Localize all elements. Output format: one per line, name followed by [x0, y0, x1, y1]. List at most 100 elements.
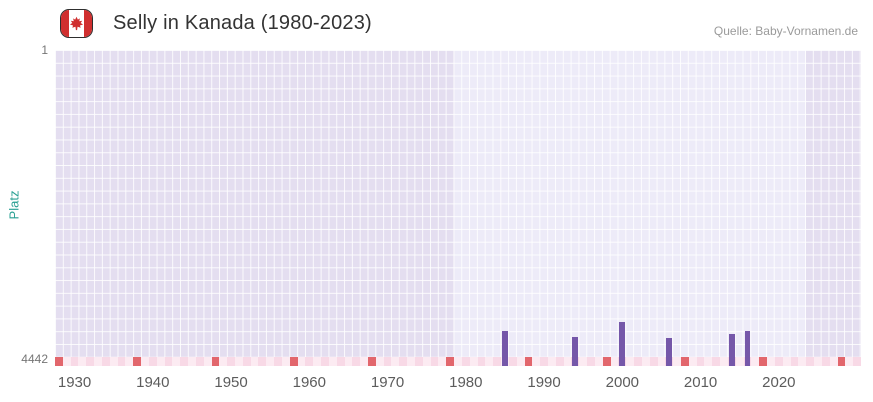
x-tick-1970: 1970 [370, 374, 405, 391]
timeline-cell [806, 357, 815, 366]
timeline-cell [180, 357, 189, 366]
timeline-cell [328, 357, 338, 366]
timeline-cell [321, 357, 330, 366]
timeline-cell [422, 357, 432, 366]
timeline-cell [352, 357, 361, 366]
timeline-cell [70, 357, 79, 366]
rank-bar-1994[interactable] [572, 337, 579, 366]
rank-bar-2006[interactable] [666, 338, 673, 366]
x-tick-1960: 1960 [292, 374, 326, 391]
timeline-cell [438, 357, 447, 366]
timeline-cell [626, 357, 635, 366]
timeline-cell [547, 357, 557, 366]
rank-bar-2016[interactable] [744, 330, 751, 366]
timeline-cell [798, 357, 807, 366]
plot-area[interactable] [55, 50, 862, 366]
timeline-cell [414, 357, 424, 366]
timeline-cell [227, 357, 236, 366]
timeline-cell [493, 357, 502, 366]
x-tick-1940: 1940 [136, 374, 170, 391]
timeline-cell [86, 357, 95, 366]
timeline-cell [234, 357, 244, 366]
timeline-cell [829, 357, 838, 366]
timeline-cell [524, 357, 533, 366]
x-tick-1930: 1930 [57, 374, 92, 391]
timeline-cell [735, 357, 745, 366]
timeline-cell [156, 357, 166, 366]
timeline-cell [508, 357, 518, 366]
timeline-cell [297, 357, 306, 366]
timeline-cell [563, 357, 572, 366]
timeline-cell [837, 357, 846, 366]
timeline-cell [109, 357, 119, 366]
chart-title: Selly in Kanada (1980-2023) [113, 12, 372, 34]
timeline-cell [720, 357, 729, 366]
timeline-cell [461, 357, 471, 366]
timeline-cell [532, 357, 541, 366]
x-tick-2020: 2020 [762, 374, 796, 391]
timeline-cell [610, 357, 619, 366]
timeline-cell [712, 357, 721, 366]
timeline-cell [430, 357, 439, 366]
timeline-cell [602, 357, 612, 366]
timeline-cell [78, 357, 87, 366]
timeline-cell [657, 357, 666, 366]
timeline-cell [203, 357, 212, 366]
timeline-cell [55, 357, 64, 366]
x-tick-1950: 1950 [214, 374, 248, 391]
timeline-cell [250, 357, 259, 366]
timeline-cell [688, 357, 698, 366]
rank-bar-1985[interactable] [501, 330, 508, 366]
timeline-cell [469, 357, 479, 366]
flag-red-band [61, 10, 69, 37]
timeline-cell [446, 357, 455, 366]
timeline-cell [673, 357, 682, 366]
timeline-cell [681, 357, 690, 366]
timeline-cell [477, 357, 486, 366]
timeline-cell [344, 357, 353, 366]
timeline-cell [485, 357, 494, 366]
timeline-cell [399, 357, 408, 366]
timeline-cell [211, 357, 220, 366]
y-axis-label: Platz [6, 190, 22, 220]
y-axis-tick-bottom: 4442 [21, 352, 48, 366]
timeline-cell [579, 357, 588, 366]
gridlines [55, 50, 861, 357]
timeline-cell [336, 357, 346, 366]
timeline-cell [696, 357, 705, 366]
timeline-cell [391, 357, 400, 366]
x-tick-2010: 2010 [683, 374, 718, 391]
timeline-cell [172, 357, 181, 366]
timeline-cell [266, 357, 275, 366]
timeline-cell [62, 357, 72, 366]
timeline-cell [704, 357, 713, 366]
timeline-cell [148, 357, 158, 366]
source-attribution: Quelle: Baby-Vornamen.de [713, 24, 858, 38]
timeline-cell [141, 357, 150, 366]
y-axis-tick-top: 1 [41, 43, 48, 57]
timeline-cell [242, 357, 252, 366]
timeline-cell [289, 357, 299, 366]
timeline-cell [634, 357, 643, 366]
timeline-cell [407, 357, 416, 366]
rank-bar-2014[interactable] [728, 333, 735, 366]
timeline-cell [845, 357, 854, 366]
timeline-cell [774, 357, 784, 366]
timeline-cell [94, 357, 103, 366]
timeline-strip [55, 357, 862, 366]
timeline-cell [641, 357, 651, 366]
timeline-cell [274, 357, 283, 366]
timeline-cell [594, 357, 604, 366]
timeline-cell [188, 357, 197, 366]
timeline-cell [125, 357, 134, 366]
timeline-cell [164, 357, 173, 366]
timeline-cell [814, 357, 823, 366]
timeline-cell [305, 357, 314, 366]
timeline-cell [759, 357, 768, 366]
x-tick-1990: 1990 [527, 374, 561, 391]
timeline-cell [101, 357, 111, 366]
rank-bar-2000[interactable] [619, 321, 626, 366]
timeline-cell [540, 357, 549, 366]
timeline-cell [516, 357, 525, 366]
